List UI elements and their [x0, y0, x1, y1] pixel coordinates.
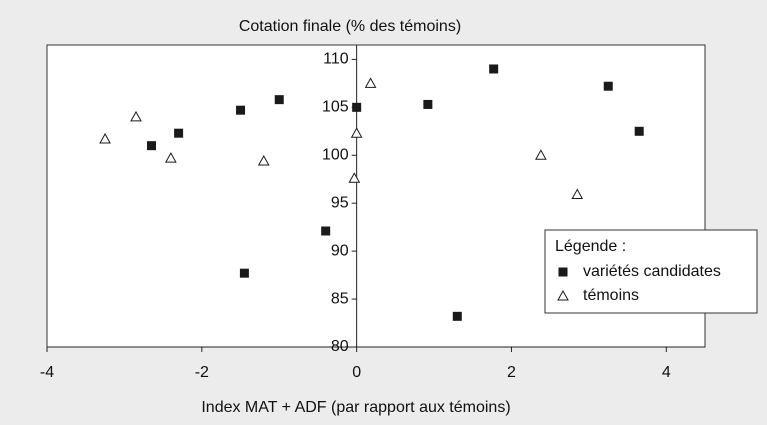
y-tick-label: 80: [331, 338, 349, 355]
legend-marker: [557, 289, 569, 301]
point: [239, 268, 249, 278]
x-axis-label: Index MAT + ADF (par rapport aux témoins…: [201, 399, 510, 416]
x-tick-label: 0: [352, 364, 361, 381]
point: [423, 99, 433, 109]
y-tick-label: 110: [323, 51, 349, 68]
y-tick-label: 95: [331, 194, 349, 211]
y-tick-label: 100: [322, 146, 349, 163]
y-tick-label: 90: [331, 242, 349, 259]
legend-label: variétés candidates: [583, 263, 721, 280]
x-tick-label: 4: [662, 364, 671, 381]
point: [634, 126, 644, 136]
point: [489, 64, 499, 74]
y-tick-label: 105: [322, 99, 349, 116]
x-tick-label: -4: [40, 364, 54, 381]
y-tick-label: 85: [331, 290, 349, 307]
legend-label: témoins: [583, 287, 639, 304]
point: [147, 141, 157, 151]
legend-title: Légende :: [555, 238, 626, 255]
point: [603, 81, 613, 91]
x-tick-label: -2: [195, 364, 209, 381]
point: [236, 105, 246, 115]
point: [535, 149, 547, 160]
point: [350, 127, 363, 138]
point: [364, 77, 377, 88]
point: [452, 311, 462, 321]
point: [348, 172, 361, 183]
point: [99, 132, 111, 144]
point: [321, 226, 331, 236]
legend-marker: [558, 267, 568, 277]
chart-title: Cotation finale (% des témoins): [239, 18, 461, 35]
point: [174, 128, 184, 138]
point: [165, 152, 177, 163]
x-tick-label: 2: [507, 364, 516, 381]
point: [274, 95, 284, 105]
point: [130, 110, 142, 122]
point: [571, 188, 584, 200]
point: [257, 154, 270, 166]
point: [352, 102, 362, 112]
legend-box: [544, 229, 758, 314]
